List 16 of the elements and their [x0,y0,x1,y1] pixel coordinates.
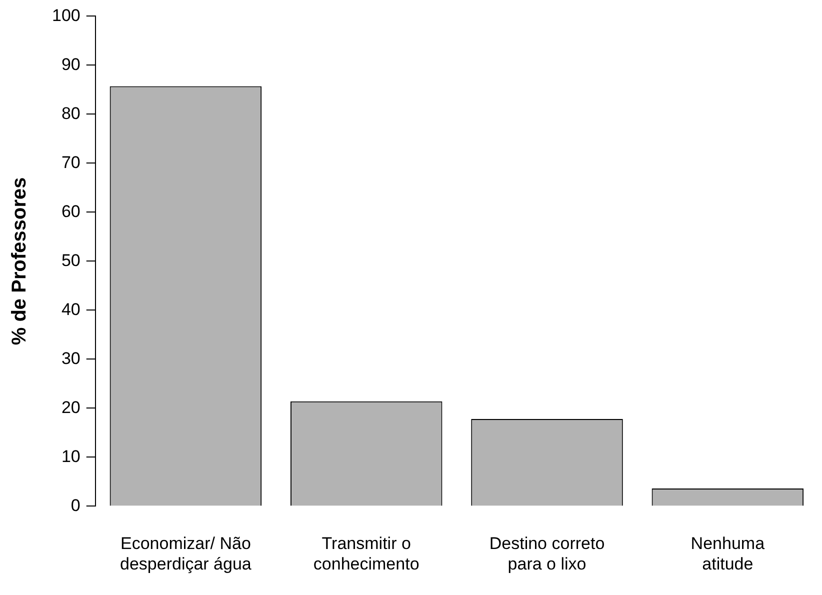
y-tick-label: 100 [52,6,80,25]
x-tick-label: Economizar/ Não desperdiçar água [120,534,252,574]
y-tick-label: 90 [61,54,80,74]
y-tick-label: 50 [61,250,80,270]
y-tick-label: 60 [61,202,80,221]
y-tick-label: 10 [61,446,80,466]
y-tick-label: 20 [61,398,80,417]
y-tick-label: 40 [61,300,80,319]
y-tick-label: 0 [70,496,80,515]
x-tick-label: Nenhuma atitude [690,534,766,574]
x-tick-label: Destino correto para o lixo [489,534,605,574]
y-tick-label: 70 [61,152,80,172]
y-tick-label: 30 [61,348,80,368]
y-tick-label: 80 [61,104,80,123]
y-axis-title: % de Professores [8,177,31,346]
x-tick-label: Transmitir o conhecimento [313,534,420,574]
